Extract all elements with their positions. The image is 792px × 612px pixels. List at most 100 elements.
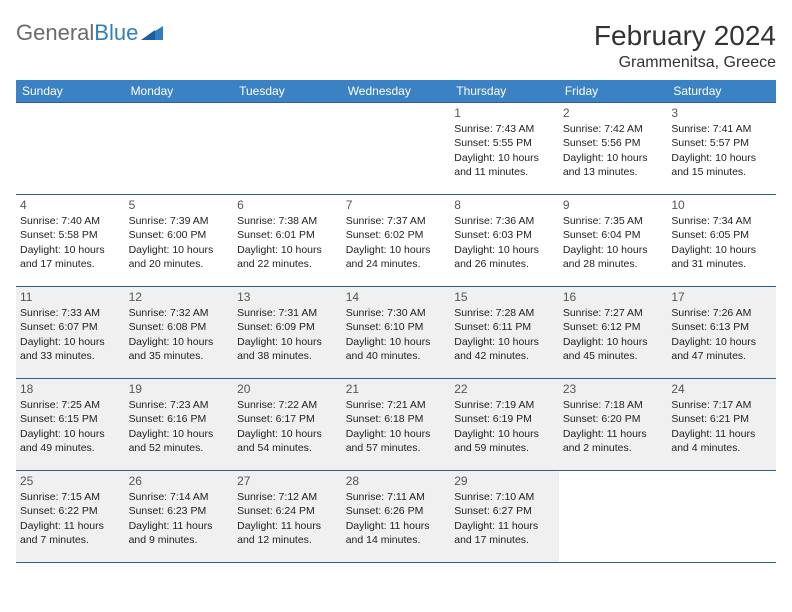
detail-line: Sunset: 6:11 PM — [454, 320, 555, 334]
detail-line: Sunset: 6:00 PM — [129, 228, 230, 242]
calendar-row: 25Sunrise: 7:15 AMSunset: 6:22 PMDayligh… — [16, 471, 776, 563]
detail-line: Sunrise: 7:14 AM — [129, 490, 230, 504]
calendar-cell: 20Sunrise: 7:22 AMSunset: 6:17 PMDayligh… — [233, 379, 342, 471]
calendar-cell — [125, 103, 234, 195]
detail-line: Daylight: 10 hours — [454, 427, 555, 441]
detail-line: Sunrise: 7:10 AM — [454, 490, 555, 504]
day-number: 28 — [346, 473, 447, 489]
detail-line: Sunset: 6:26 PM — [346, 504, 447, 518]
calendar-row: 1Sunrise: 7:43 AMSunset: 5:55 PMDaylight… — [16, 103, 776, 195]
detail-line: and 14 minutes. — [346, 533, 447, 547]
detail-line: Daylight: 11 hours — [563, 427, 664, 441]
detail-line: Daylight: 10 hours — [20, 243, 121, 257]
detail-line: Sunset: 6:17 PM — [237, 412, 338, 426]
detail-line: Sunset: 6:13 PM — [671, 320, 772, 334]
detail-line: Sunset: 6:18 PM — [346, 412, 447, 426]
detail-line: Sunset: 6:07 PM — [20, 320, 121, 334]
detail-line: Sunset: 6:02 PM — [346, 228, 447, 242]
day-number: 23 — [563, 381, 664, 397]
detail-line: and 12 minutes. — [237, 533, 338, 547]
day-details: Sunrise: 7:25 AMSunset: 6:15 PMDaylight:… — [20, 398, 121, 455]
day-details: Sunrise: 7:34 AMSunset: 6:05 PMDaylight:… — [671, 214, 772, 271]
detail-line: Sunset: 6:19 PM — [454, 412, 555, 426]
detail-line: and 13 minutes. — [563, 165, 664, 179]
calendar-cell: 1Sunrise: 7:43 AMSunset: 5:55 PMDaylight… — [450, 103, 559, 195]
day-details: Sunrise: 7:18 AMSunset: 6:20 PMDaylight:… — [563, 398, 664, 455]
detail-line: Sunset: 5:57 PM — [671, 136, 772, 150]
weekday-header: Sunday — [16, 80, 125, 103]
calendar-row: 18Sunrise: 7:25 AMSunset: 6:15 PMDayligh… — [16, 379, 776, 471]
detail-line: Daylight: 11 hours — [346, 519, 447, 533]
day-number: 29 — [454, 473, 555, 489]
detail-line: Sunrise: 7:34 AM — [671, 214, 772, 228]
day-number: 5 — [129, 197, 230, 213]
day-number: 24 — [671, 381, 772, 397]
weekday-header: Friday — [559, 80, 668, 103]
calendar-cell: 10Sunrise: 7:34 AMSunset: 6:05 PMDayligh… — [667, 195, 776, 287]
day-number: 20 — [237, 381, 338, 397]
detail-line: Sunrise: 7:35 AM — [563, 214, 664, 228]
detail-line: Daylight: 10 hours — [346, 335, 447, 349]
calendar-cell: 25Sunrise: 7:15 AMSunset: 6:22 PMDayligh… — [16, 471, 125, 563]
detail-line: Daylight: 10 hours — [129, 243, 230, 257]
day-details: Sunrise: 7:21 AMSunset: 6:18 PMDaylight:… — [346, 398, 447, 455]
detail-line: Sunrise: 7:43 AM — [454, 122, 555, 136]
detail-line: and 11 minutes. — [454, 165, 555, 179]
calendar-cell: 24Sunrise: 7:17 AMSunset: 6:21 PMDayligh… — [667, 379, 776, 471]
calendar-cell: 11Sunrise: 7:33 AMSunset: 6:07 PMDayligh… — [16, 287, 125, 379]
day-number: 7 — [346, 197, 447, 213]
day-details: Sunrise: 7:23 AMSunset: 6:16 PMDaylight:… — [129, 398, 230, 455]
day-number: 4 — [20, 197, 121, 213]
day-details: Sunrise: 7:42 AMSunset: 5:56 PMDaylight:… — [563, 122, 664, 179]
detail-line: Daylight: 11 hours — [671, 427, 772, 441]
weekday-header: Thursday — [450, 80, 559, 103]
detail-line: Daylight: 11 hours — [129, 519, 230, 533]
day-details: Sunrise: 7:17 AMSunset: 6:21 PMDaylight:… — [671, 398, 772, 455]
calendar-cell: 16Sunrise: 7:27 AMSunset: 6:12 PMDayligh… — [559, 287, 668, 379]
calendar-row: 11Sunrise: 7:33 AMSunset: 6:07 PMDayligh… — [16, 287, 776, 379]
calendar-cell: 28Sunrise: 7:11 AMSunset: 6:26 PMDayligh… — [342, 471, 451, 563]
detail-line: and 28 minutes. — [563, 257, 664, 271]
detail-line: Sunset: 6:27 PM — [454, 504, 555, 518]
detail-line: Daylight: 10 hours — [346, 243, 447, 257]
detail-line: Sunset: 6:08 PM — [129, 320, 230, 334]
weekday-header: Wednesday — [342, 80, 451, 103]
day-number: 22 — [454, 381, 555, 397]
day-details: Sunrise: 7:43 AMSunset: 5:55 PMDaylight:… — [454, 122, 555, 179]
detail-line: Sunset: 6:01 PM — [237, 228, 338, 242]
day-number: 14 — [346, 289, 447, 305]
detail-line: Sunset: 6:23 PM — [129, 504, 230, 518]
detail-line: and 24 minutes. — [346, 257, 447, 271]
detail-line: Sunrise: 7:40 AM — [20, 214, 121, 228]
detail-line: Sunset: 6:04 PM — [563, 228, 664, 242]
calendar-cell: 14Sunrise: 7:30 AMSunset: 6:10 PMDayligh… — [342, 287, 451, 379]
day-details: Sunrise: 7:15 AMSunset: 6:22 PMDaylight:… — [20, 490, 121, 547]
detail-line: Sunset: 6:16 PM — [129, 412, 230, 426]
detail-line: and 17 minutes. — [454, 533, 555, 547]
calendar-cell — [342, 103, 451, 195]
day-number: 18 — [20, 381, 121, 397]
calendar-body: 1Sunrise: 7:43 AMSunset: 5:55 PMDaylight… — [16, 103, 776, 563]
detail-line: Sunset: 6:10 PM — [346, 320, 447, 334]
detail-line: and 9 minutes. — [129, 533, 230, 547]
detail-line: Sunrise: 7:27 AM — [563, 306, 664, 320]
detail-line: Sunrise: 7:38 AM — [237, 214, 338, 228]
detail-line: Sunset: 6:09 PM — [237, 320, 338, 334]
location: Grammenitsa, Greece — [594, 54, 776, 72]
detail-line: Daylight: 11 hours — [454, 519, 555, 533]
calendar-cell — [16, 103, 125, 195]
calendar-cell: 22Sunrise: 7:19 AMSunset: 6:19 PMDayligh… — [450, 379, 559, 471]
detail-line: Sunset: 6:03 PM — [454, 228, 555, 242]
detail-line: Daylight: 10 hours — [237, 335, 338, 349]
detail-line: and 49 minutes. — [20, 441, 121, 455]
weekday-header: Monday — [125, 80, 234, 103]
day-details: Sunrise: 7:32 AMSunset: 6:08 PMDaylight:… — [129, 306, 230, 363]
detail-line: and 57 minutes. — [346, 441, 447, 455]
detail-line: Daylight: 10 hours — [237, 243, 338, 257]
detail-line: and 17 minutes. — [20, 257, 121, 271]
detail-line: Sunset: 6:24 PM — [237, 504, 338, 518]
detail-line: and 40 minutes. — [346, 349, 447, 363]
detail-line: Sunrise: 7:32 AM — [129, 306, 230, 320]
detail-line: and 22 minutes. — [237, 257, 338, 271]
day-details: Sunrise: 7:10 AMSunset: 6:27 PMDaylight:… — [454, 490, 555, 547]
